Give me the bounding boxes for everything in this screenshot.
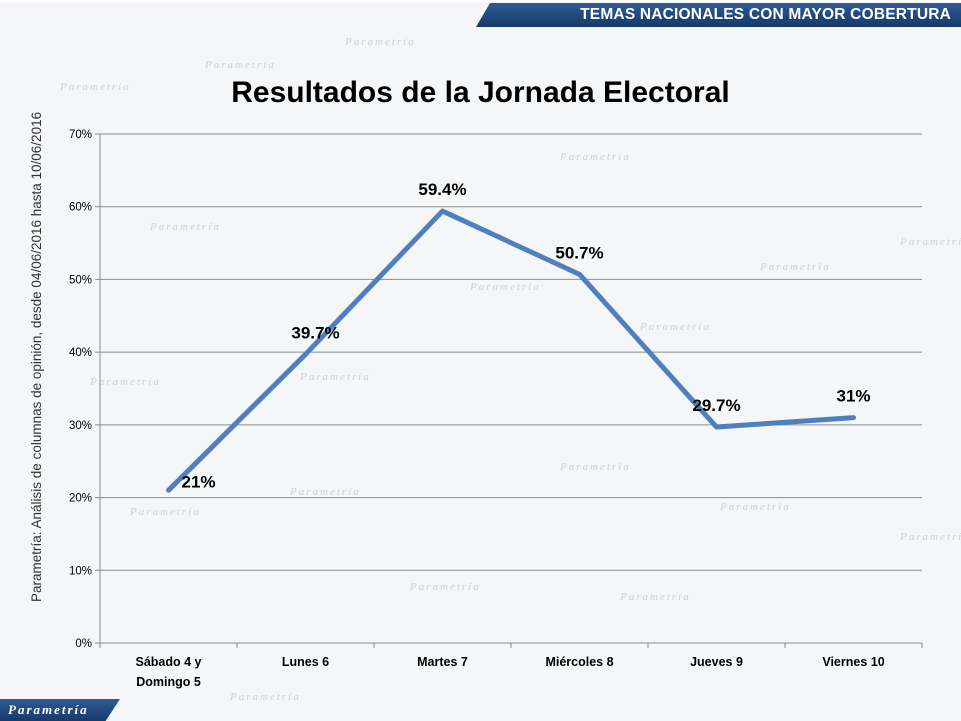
y-tick-label: 40% — [69, 347, 92, 359]
y-tick-label: 50% — [69, 274, 92, 286]
watermark-text: Parametría — [759, 261, 831, 273]
x-category-line: Martes 7 — [417, 655, 468, 669]
watermark-text: Parametría — [204, 59, 276, 71]
watermark-text: Parametría — [129, 506, 201, 518]
data-label: 21% — [181, 472, 215, 491]
footer-logo-text: Parametría — [8, 702, 89, 717]
y-tick-label: 60% — [69, 202, 92, 214]
data-label: 29.7% — [692, 396, 740, 415]
x-category-label: Sábado 4 y Domingo 5 — [136, 655, 202, 689]
data-label: 39.7% — [291, 323, 339, 342]
watermark-text: Parametría — [899, 531, 961, 543]
watermark-text: Parametría — [899, 236, 961, 248]
x-category-line: Miércoles 8 — [545, 655, 613, 669]
chart-title: Resultados de la Jornada Electoral — [231, 76, 730, 109]
data-label: 31% — [836, 387, 870, 406]
x-category-label: Jueves 9 — [690, 655, 743, 669]
series-line — [166, 208, 856, 493]
header-banner: TEMAS NACIONALES CON MAYOR COBERTURA — [476, 3, 961, 27]
y-tick-label: 0% — [75, 638, 92, 650]
y-tick-label: 20% — [69, 493, 92, 505]
watermark-text: Parametría — [289, 486, 361, 498]
watermark-text: Parametría — [59, 81, 131, 93]
watermark-text: Parametría — [89, 376, 161, 388]
header-bar: TEMAS NACIONALES CON MAYOR COBERTURA — [0, 0, 961, 32]
watermark-layer: Parametría Parametría Parametría Parametría… — [59, 36, 961, 703]
watermark-text: Parametría — [409, 581, 481, 593]
y-tick-label: 70% — [69, 129, 92, 141]
source-note: Parametría: Análisis de columnas de opin… — [29, 111, 44, 602]
x-category-label: Martes 7 — [417, 655, 468, 669]
header-banner-text: TEMAS NACIONALES CON MAYOR COBERTURA — [580, 6, 951, 23]
watermark-text: Parametría — [149, 221, 221, 233]
x-category-label: Miércoles 8 — [545, 655, 613, 669]
data-labels: 21% 39.7% 59.4% 50.7% 29.7% 31% — [181, 180, 870, 491]
chart-series — [166, 208, 856, 493]
watermark-text: Parametría — [559, 461, 631, 473]
data-label: 59.4% — [418, 180, 466, 199]
x-category-line: Sábado 4 y — [136, 655, 202, 669]
watermark-text: Parametría — [619, 591, 691, 603]
x-category-label: Lunes 6 — [282, 655, 329, 669]
watermark-text: Parametría — [639, 321, 711, 333]
y-tick-label: 10% — [69, 565, 92, 577]
watermark-text: Parametría — [344, 36, 416, 48]
x-axis-categories: Sábado 4 y Domingo 5 Lunes 6 Martes 7 Miérco… — [136, 655, 885, 689]
watermark-text: Parametría — [299, 371, 371, 383]
x-category-label: Viernes 10 — [822, 655, 884, 669]
x-category-line: Domingo 5 — [136, 675, 201, 689]
watermark-text: Parametría — [559, 151, 631, 163]
footer-logo: Parametría — [0, 699, 120, 721]
watermark-text: Parametría — [469, 281, 541, 293]
data-label: 50.7% — [555, 243, 603, 262]
x-category-line: Viernes 10 — [822, 655, 884, 669]
x-category-line: Lunes 6 — [282, 655, 329, 669]
chart-grid — [95, 133, 923, 648]
y-axis-ticks: 0% 10% 20% 30% 40% 50% 60% 70% — [69, 129, 92, 650]
watermark-text: Parametría — [229, 691, 301, 703]
watermark-text: Parametría — [719, 501, 791, 513]
x-category-line: Jueves 9 — [690, 655, 743, 669]
y-tick-label: 30% — [69, 420, 92, 432]
